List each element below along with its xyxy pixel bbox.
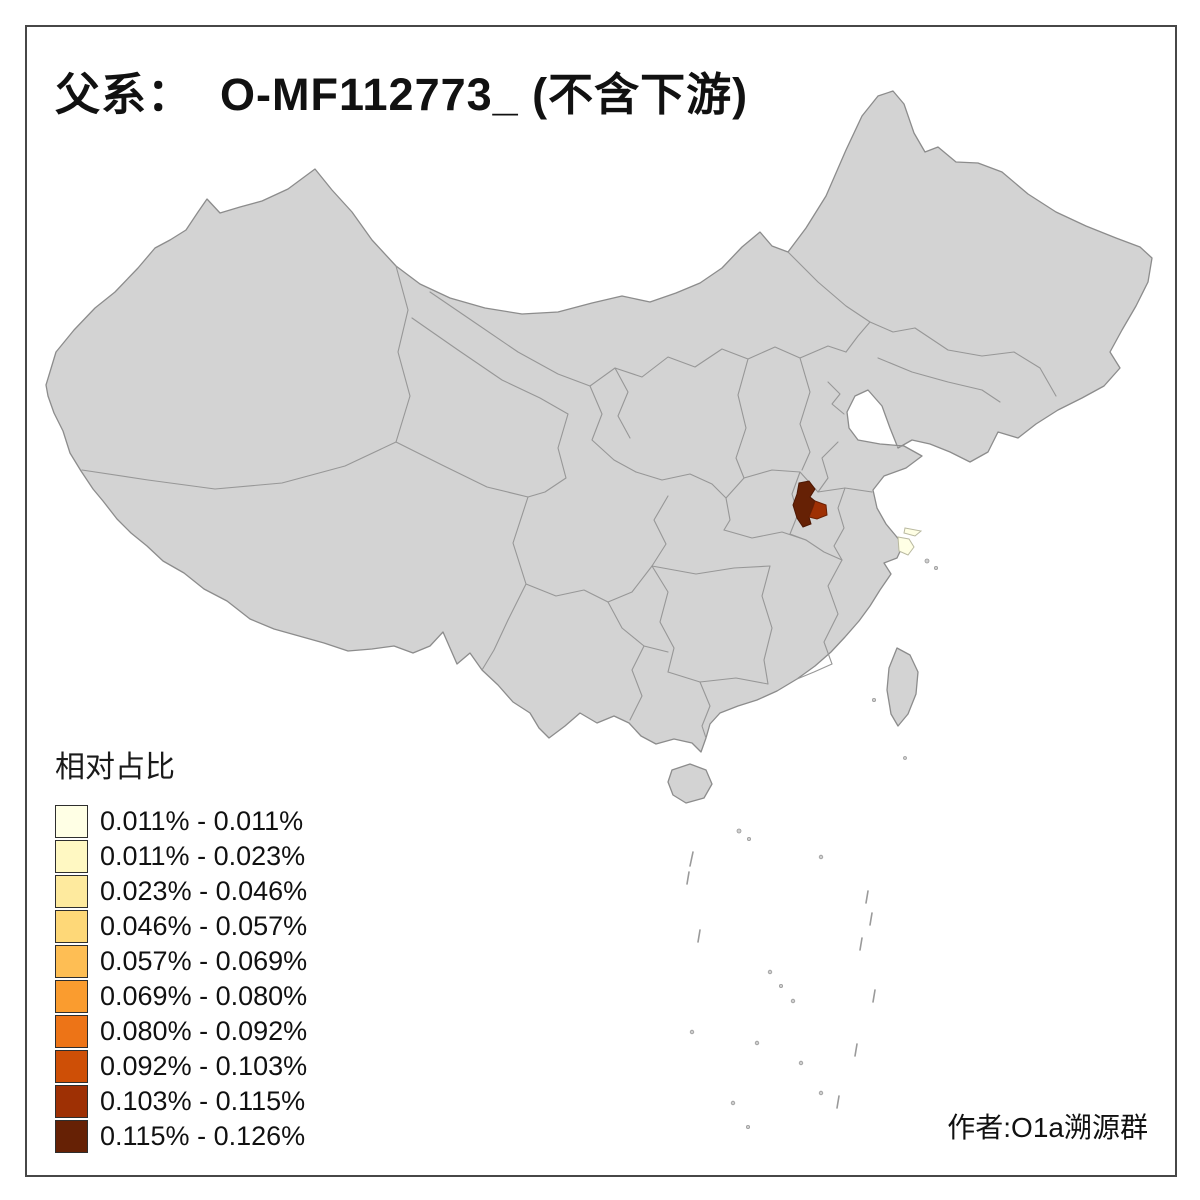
legend-label: 0.103% - 0.115% (100, 1086, 306, 1116)
legend-swatch (55, 1085, 88, 1118)
region-palest (897, 536, 915, 556)
legend-label: 0.011% - 0.023% (100, 841, 306, 871)
legend-item: 0.069% - 0.080% (55, 979, 307, 1014)
legend-item: 0.115% - 0.126% (55, 1119, 307, 1154)
legend-swatch (55, 875, 88, 908)
legend-item: 0.103% - 0.115% (55, 1084, 307, 1119)
legend-title: 相对占比 (55, 751, 175, 784)
legend-item: 0.080% - 0.092% (55, 1014, 307, 1049)
legend-swatch (55, 805, 88, 838)
sea-islets (686, 558, 939, 1130)
legend-item: 0.057% - 0.069% (55, 944, 307, 979)
hainan-island (667, 763, 713, 804)
legend-label: 0.092% - 0.103% (100, 1051, 308, 1081)
legend-swatch (55, 980, 88, 1013)
legend-swatch (55, 910, 88, 943)
legend-label: 0.011% - 0.011% (100, 806, 304, 836)
legend-item: 0.011% - 0.023% (55, 839, 307, 874)
legend-swatch (55, 1015, 88, 1048)
legend-label: 0.023% - 0.046% (100, 876, 308, 906)
legend-swatch (55, 945, 88, 978)
highlight-regions (792, 480, 915, 556)
legend-swatch (55, 1050, 88, 1083)
legend-label: 0.057% - 0.069% (100, 946, 308, 976)
legend-item: 0.011% - 0.011% (55, 804, 307, 839)
legend-label: 0.069% - 0.080% (100, 981, 308, 1011)
legend-item: 0.046% - 0.057% (55, 909, 307, 944)
islands (667, 527, 923, 804)
taiwan-island (886, 647, 919, 727)
legend-swatch (55, 840, 88, 873)
legend-label: 0.115% - 0.126% (100, 1121, 306, 1151)
legend-item: 0.023% - 0.046% (55, 874, 307, 909)
legend-label: 0.046% - 0.057% (100, 911, 308, 941)
attribution-text: 作者:O1a溯源群 (947, 1112, 1148, 1143)
legend-item: 0.092% - 0.103% (55, 1049, 307, 1084)
legend: 相对占比 0.011% - 0.011% 0.011% - 0.023% 0.0… (55, 742, 307, 1154)
region-dark (808, 500, 828, 520)
legend-swatch (55, 1120, 88, 1153)
legend-label: 0.080% - 0.092% (100, 1016, 308, 1046)
chongming-island (903, 527, 923, 537)
map-title: 父系： O-MF112773_ (不含下游) (55, 69, 749, 120)
